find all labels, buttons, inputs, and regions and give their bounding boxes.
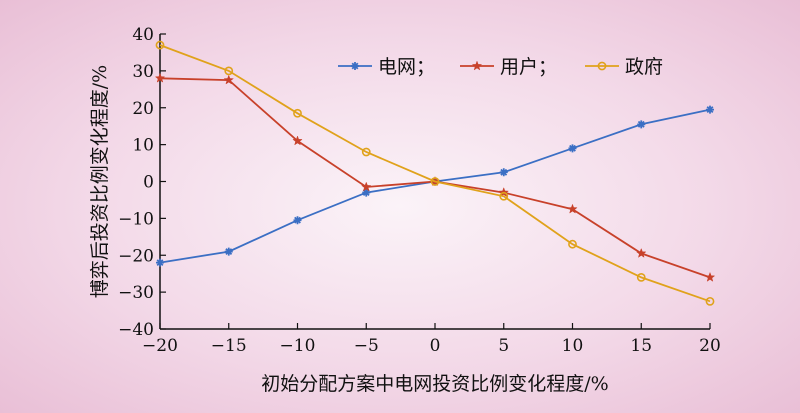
data-point: [635, 247, 647, 258]
data-point: [637, 120, 646, 129]
data-point: [293, 108, 302, 118]
data-point: [705, 296, 715, 306]
y-axis-title: 博弈后投资比例变化程度/%: [89, 65, 111, 298]
legend-label: 用户；: [500, 56, 557, 78]
data-point: [362, 188, 371, 197]
x-tick-label: 5: [498, 336, 509, 356]
data-point: [636, 272, 646, 282]
data-point: [224, 66, 234, 76]
y-tick-label: −30: [118, 283, 154, 303]
data-point: [293, 216, 302, 225]
legend-label: 电网；: [378, 56, 435, 78]
y-tick-label: 10: [132, 136, 154, 156]
data-point: [361, 147, 371, 157]
x-axis-ticks: −20 −15 −10 −5 0 5 10 15 20: [142, 323, 721, 356]
y-tick-label: −40: [118, 320, 154, 340]
legend-swatch-marker: [597, 61, 607, 71]
legend: 电网； 用户； 政府: [338, 56, 663, 78]
y-tick-label: −10: [118, 209, 154, 229]
data-point: [224, 247, 233, 256]
series-lines: [154, 40, 716, 306]
data-point: [430, 177, 440, 186]
data-point: [704, 271, 716, 282]
legend-swatch-marker: [351, 62, 359, 70]
data-point: [499, 168, 508, 177]
y-tick-label: 40: [132, 25, 154, 45]
data-point: [568, 144, 577, 153]
data-point: [155, 40, 165, 50]
x-tick-label: 0: [430, 336, 441, 356]
legend-item: 用户；: [460, 56, 557, 78]
y-tick-label: 0: [143, 173, 154, 193]
y-axis-ticks: −40 −30 −20 −10 0 10 20 30 40: [118, 25, 166, 340]
y-tick-label: 30: [132, 62, 154, 82]
x-tick-label: 20: [699, 336, 721, 356]
legend-label: 政府: [625, 56, 663, 78]
x-tick-label: −15: [211, 336, 247, 356]
legend-item: 电网；: [338, 56, 435, 78]
x-tick-label: −20: [142, 336, 178, 356]
data-point: [706, 105, 714, 114]
x-axis-title: 初始分配方案中电网投资比例变化程度/%: [261, 373, 608, 395]
y-tick-label: −20: [118, 246, 154, 266]
data-point: [292, 135, 303, 146]
data-point: [156, 258, 164, 267]
series-line: [159, 44, 711, 303]
x-tick-label: 10: [562, 336, 584, 356]
series-line: [159, 108, 711, 264]
x-tick-label: −5: [354, 336, 379, 356]
x-tick-label: 15: [630, 336, 652, 356]
legend-swatch-marker: [471, 60, 483, 71]
data-point: [223, 74, 235, 85]
y-tick-label: 20: [132, 99, 154, 119]
data-point: [567, 203, 578, 214]
data-point: [154, 72, 166, 83]
series-0: [156, 105, 714, 267]
x-tick-label: −10: [280, 336, 316, 356]
series-2: [155, 40, 715, 306]
data-point: [568, 239, 577, 249]
data-point: [499, 191, 509, 201]
legend-item: 政府: [585, 56, 663, 78]
data-point: [360, 181, 372, 192]
